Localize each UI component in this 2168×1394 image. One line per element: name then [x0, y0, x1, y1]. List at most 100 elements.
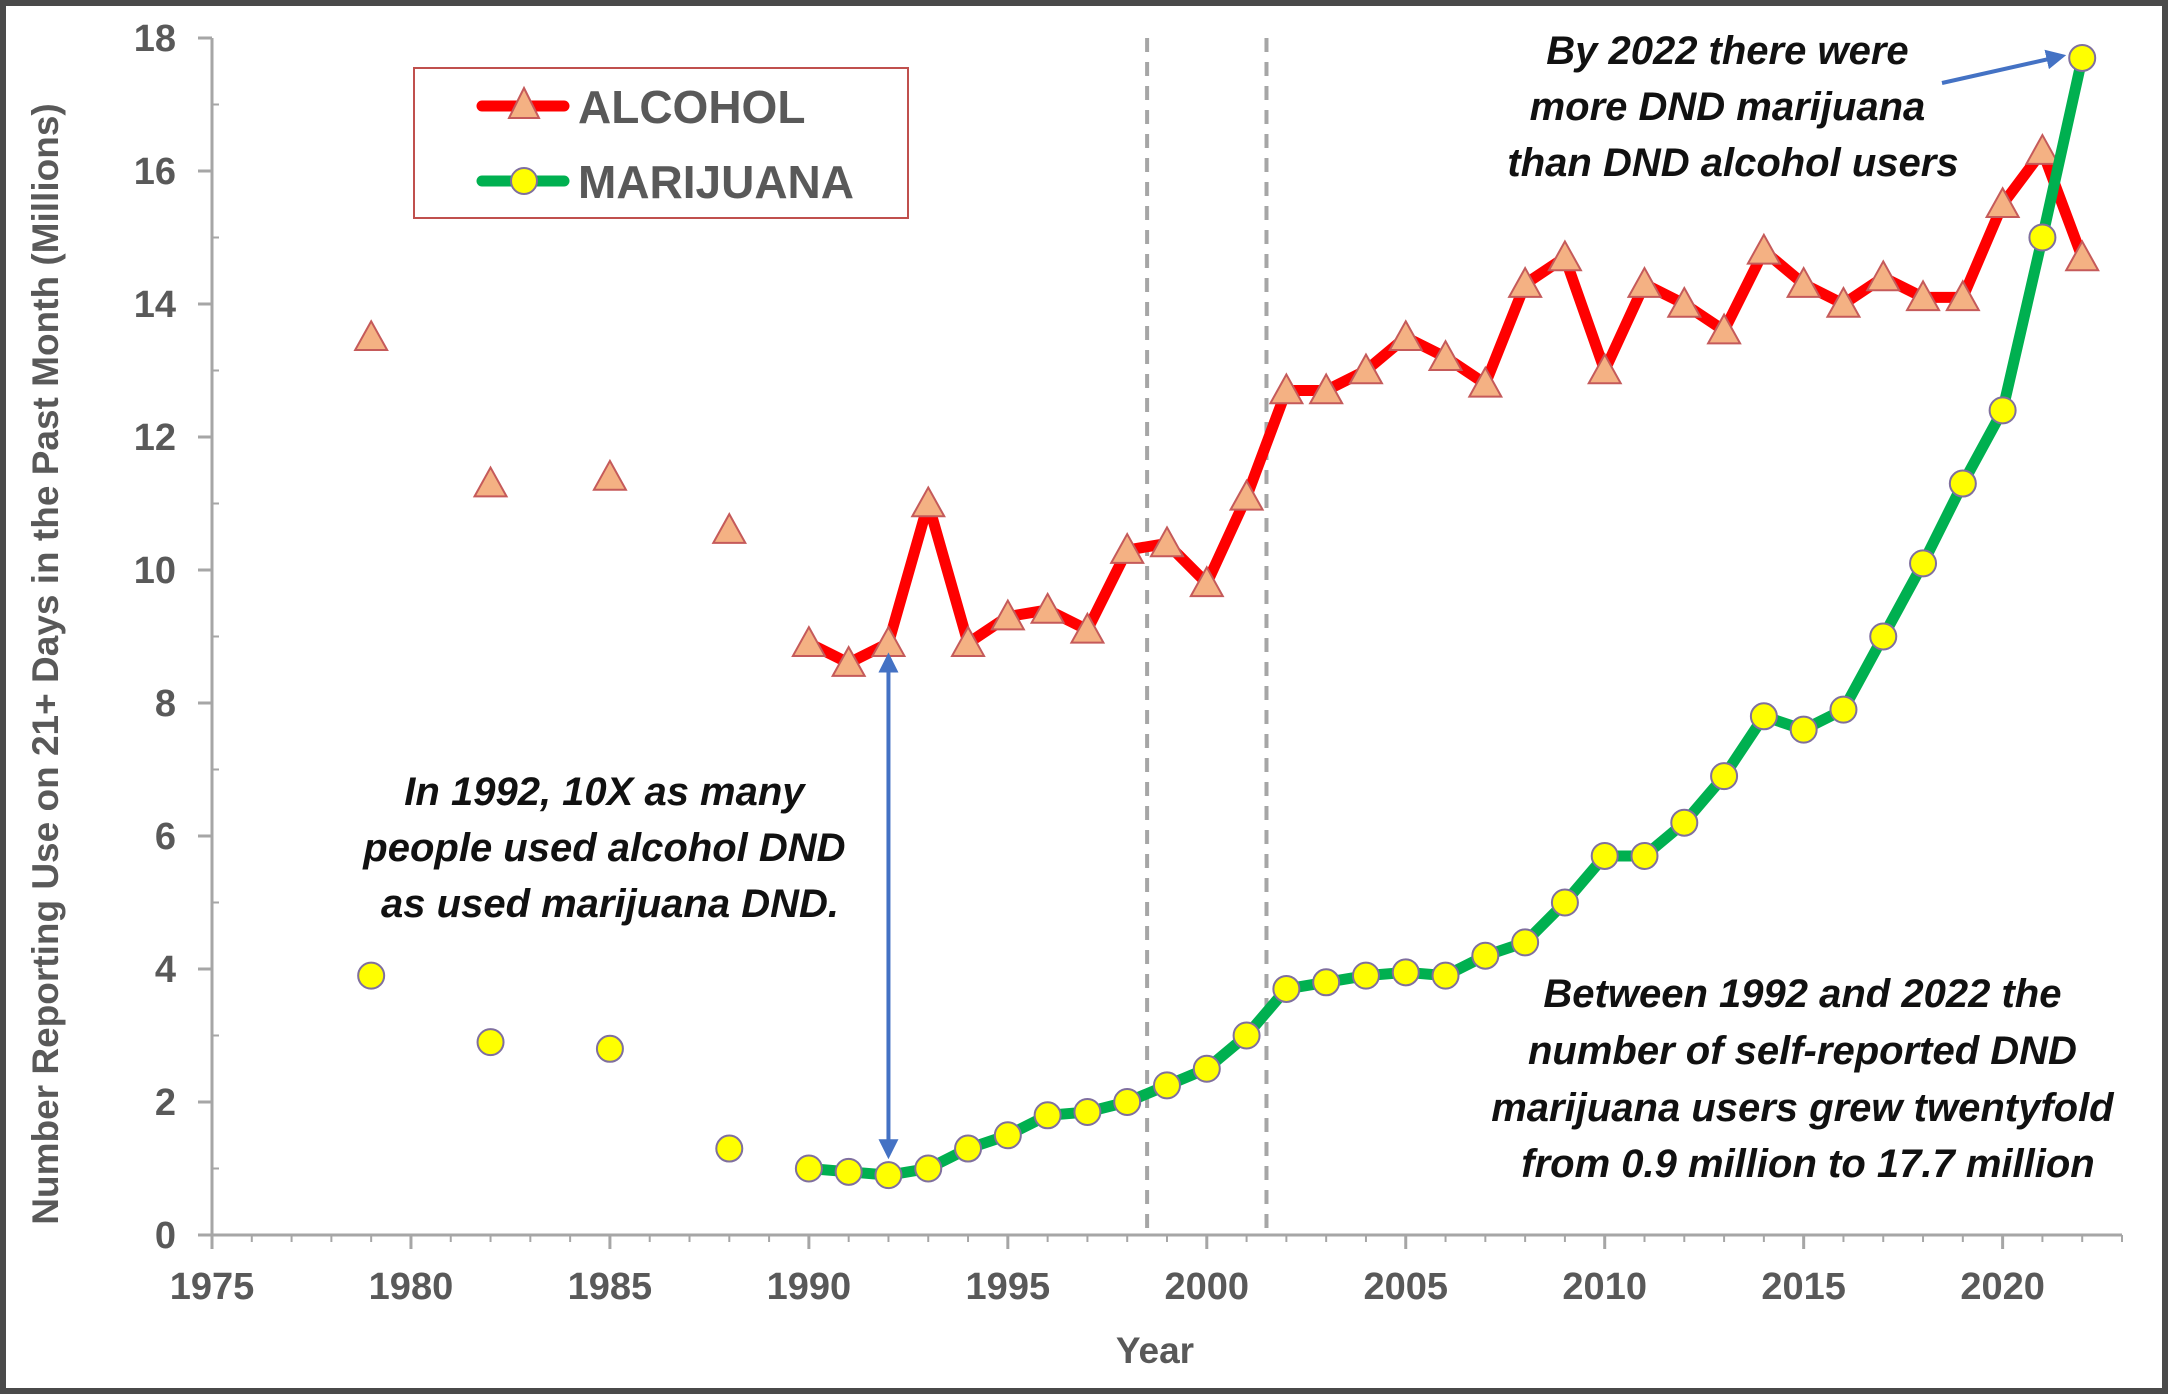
data-point-alcohol — [2024, 132, 2061, 165]
data-point-alcohol — [1348, 352, 1384, 385]
annotation-2022-line: more DND marijuana — [1530, 85, 1926, 129]
data-point-marijuana — [1113, 1088, 1142, 1116]
data-point-alcohol — [870, 625, 907, 657]
data-point-alcohol — [830, 645, 867, 677]
data-point-alcohol — [1467, 365, 1504, 398]
data-point-marijuana — [1431, 961, 1460, 990]
series-layer — [353, 43, 2100, 1190]
x-tick-label: 1995 — [966, 1266, 1051, 1308]
data-point-marijuana — [715, 1134, 744, 1163]
annotation-1992-line: people used alcohol DND — [362, 826, 845, 870]
annotation-2022-line: By 2022 there were — [1546, 29, 1908, 73]
data-point-alcohol — [711, 512, 747, 544]
data-point-marijuana — [1391, 958, 1420, 987]
series-line-alcohol — [803, 145, 2088, 669]
series-marijuana — [357, 43, 2097, 1190]
y-tick-label: 14 — [134, 284, 176, 326]
data-point-marijuana — [1511, 928, 1540, 957]
x-tick-label: 1985 — [568, 1266, 653, 1308]
data-point-marijuana — [1948, 469, 1977, 498]
data-point-alcohol — [353, 319, 389, 352]
data-point-marijuana — [834, 1157, 863, 1186]
annotation-2022: By 2022 there were more DND marijuana th… — [1507, 29, 1958, 185]
annotation-1992: In 1992, 10X as many people used alcohol… — [362, 770, 856, 926]
data-point-marijuana — [1312, 968, 1341, 997]
data-point-alcohol — [791, 625, 827, 657]
y-tick-label: 2 — [155, 1082, 176, 1124]
data-point-marijuana — [1630, 841, 1659, 870]
y-tick-label: 0 — [155, 1215, 176, 1257]
data-point-alcohol — [1507, 265, 1543, 298]
data-point-alcohol — [1746, 232, 1782, 265]
data-point-alcohol — [1189, 565, 1225, 598]
data-point-alcohol — [472, 465, 509, 498]
data-point-alcohol — [1666, 285, 1702, 318]
x-tick-label: 1990 — [767, 1266, 852, 1308]
y-tick-label: 16 — [134, 151, 176, 193]
data-point-alcohol — [1427, 339, 1464, 371]
annotation-2022-arrow — [1941, 49, 2067, 85]
data-point-marijuana — [1192, 1054, 1221, 1083]
data-point-alcohol — [1706, 312, 1742, 345]
data-point-alcohol — [1228, 478, 1265, 511]
y-tick-label: 12 — [134, 417, 176, 459]
data-point-marijuana — [1153, 1071, 1181, 1100]
annotation-growth-line: from 0.9 million to 17.7 million — [1521, 1142, 2094, 1186]
annotation-growth-line: number of self-reported DND — [1528, 1029, 2077, 1073]
data-point-marijuana — [1471, 941, 1500, 970]
data-point-alcohol — [950, 625, 986, 657]
series-alcohol — [353, 132, 2100, 677]
data-point-marijuana — [1869, 622, 1898, 651]
data-point-alcohol — [1308, 372, 1344, 405]
x-tick-label: 2005 — [1363, 1266, 1448, 1308]
x-tick-label: 2020 — [1960, 1266, 2045, 1308]
y-tick-label: 10 — [134, 550, 176, 592]
data-point-marijuana — [1351, 961, 1380, 990]
annotation-1992-line: In 1992, 10X as many — [404, 770, 806, 814]
legend-label-alcohol: ALCOHOL — [578, 81, 805, 133]
data-point-marijuana — [1789, 715, 1818, 744]
data-point-marijuana — [1988, 396, 2017, 425]
data-point-marijuana — [993, 1121, 1022, 1150]
data-point-alcohol — [1905, 279, 1941, 312]
data-point-marijuana — [1232, 1021, 1261, 1050]
y-tick-label: 6 — [155, 816, 176, 858]
x-tick-label: 1975 — [170, 1266, 255, 1308]
data-point-alcohol — [990, 598, 1026, 631]
x-tick-label: 2000 — [1165, 1266, 1250, 1308]
data-point-marijuana — [1710, 762, 1739, 791]
data-point-alcohol — [1029, 591, 1066, 624]
annotation-growth-line: marijuana users grew twentyfold — [1491, 1086, 2115, 1130]
data-point-alcohol — [2064, 239, 2100, 272]
data-point-marijuana — [2068, 43, 2097, 72]
data-point-marijuana — [595, 1034, 624, 1063]
axes: 0 2 4 6 8 10 12 14 16 18 1975 1980 1985 1990 1995 2000… — [134, 18, 2123, 1308]
annotation-1992-line: as used marijuana DND. — [381, 882, 839, 926]
legend-item-marijuana: MARIJUANA — [476, 156, 854, 208]
data-point-alcohol — [1945, 279, 1981, 312]
data-point-marijuana — [794, 1154, 823, 1183]
x-tick-label: 2015 — [1761, 1266, 1846, 1308]
data-point-alcohol — [910, 485, 946, 518]
data-point-marijuana — [476, 1028, 505, 1057]
legend-marker-triangle — [507, 85, 541, 119]
annotations: In 1992, 10X as many people used alcohol… — [362, 29, 2115, 1186]
legend: ALCOHOL MARIJUANA — [413, 67, 909, 219]
x-tick-label: 2010 — [1562, 1266, 1647, 1308]
data-point-alcohol — [1587, 352, 1623, 385]
y-tick-label: 18 — [134, 18, 176, 60]
data-point-marijuana — [914, 1154, 943, 1183]
data-point-marijuana — [1909, 549, 1938, 578]
legend-item-alcohol: ALCOHOL — [476, 81, 805, 133]
y-axis-title: Number Reporting Use on 21+ Days in the … — [25, 103, 66, 1224]
legend-label-marijuana: MARIJUANA — [578, 156, 854, 208]
data-point-alcohol — [1626, 265, 1663, 298]
data-point-marijuana — [1550, 888, 1579, 917]
y-tick-label: 4 — [155, 949, 176, 991]
annotation-2022-line: than DND alcohol users — [1507, 141, 1958, 185]
data-point-alcohol — [1547, 239, 1583, 272]
annotation-growth-line: Between 1992 and 2022 the — [1543, 972, 2061, 1016]
data-point-marijuana — [1033, 1101, 1062, 1130]
data-point-alcohol — [1109, 531, 1145, 564]
data-point-alcohol — [1268, 372, 1305, 405]
